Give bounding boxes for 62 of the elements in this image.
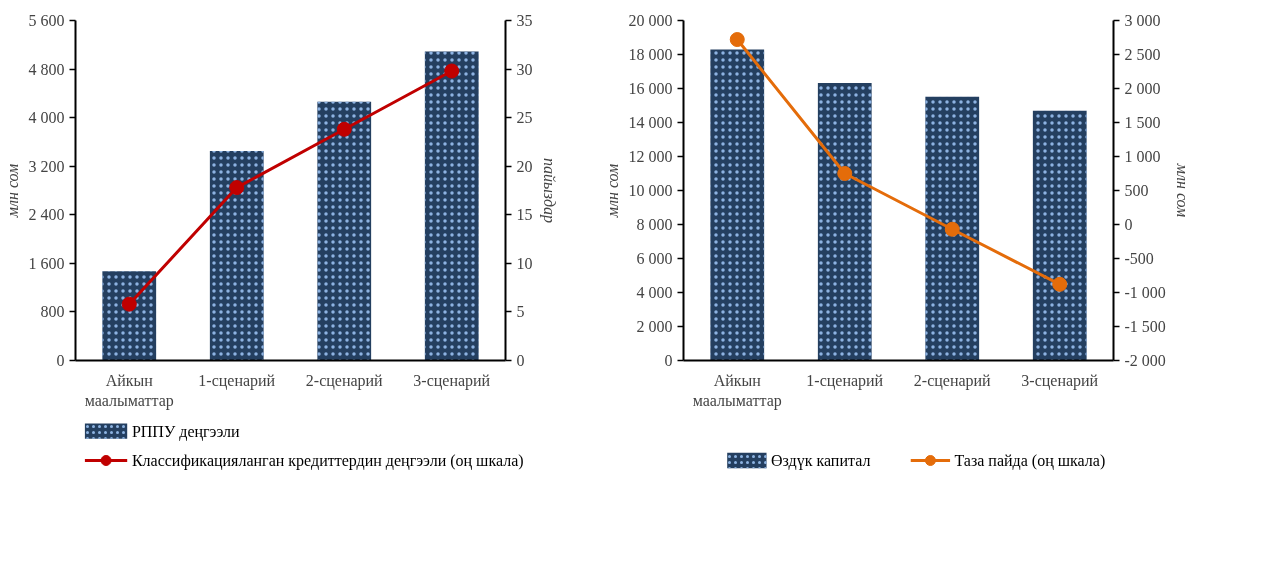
- y-axis-title: млн сом: [3, 163, 21, 219]
- y2-axis-title: млн сом: [1173, 162, 1191, 218]
- y-tick-label: 20 000: [628, 12, 673, 29]
- y2-tick-label: -2 000: [1124, 352, 1166, 369]
- x-tick-label: 3-сценарий: [413, 371, 491, 390]
- x-tick-label: 1-сценарий: [198, 371, 276, 390]
- x-tick-label: 3-сценарий: [1021, 371, 1099, 390]
- y2-tick-label: 35: [516, 12, 533, 29]
- y2-tick-label: 1 000: [1124, 148, 1161, 165]
- y2-axis-title: пайыздар: [539, 158, 558, 223]
- y2-tick-label: 1 500: [1124, 114, 1161, 131]
- point: [837, 166, 853, 181]
- point: [444, 63, 460, 79]
- y-tick-label: 0: [56, 352, 65, 369]
- y-tick-label: 10 000: [628, 182, 673, 199]
- y2-tick-label: 500: [1124, 182, 1149, 199]
- y2-tick-label: 2 000: [1124, 80, 1161, 97]
- legend-label: РППУ деңгээли: [131, 422, 241, 441]
- y-tick-label: 16 000: [628, 80, 673, 97]
- y2-tick-label: 2 500: [1124, 46, 1161, 63]
- point: [121, 296, 137, 312]
- y-tick-label: 18 000: [628, 46, 673, 63]
- y-tick-label: 5 600: [28, 12, 65, 29]
- point: [229, 180, 245, 196]
- y-tick-label: 4 000: [636, 284, 673, 301]
- y-tick-label: 8 000: [636, 216, 673, 233]
- y-tick-label: 12 000: [628, 148, 673, 165]
- y-tick-label: 2 000: [636, 318, 673, 335]
- y-tick-label: 14 000: [628, 114, 673, 131]
- point: [336, 121, 352, 137]
- x-tick-label: 1-сценарий: [806, 371, 884, 390]
- x-tick-label: Айкын маалыматтар: [692, 371, 782, 410]
- y2-tick-label: 0: [1124, 216, 1133, 233]
- y-tick-label: 4 800: [28, 60, 65, 78]
- legend-label: Классификацияланган кредиттердин деңгээли (оң шкала): [131, 452, 524, 470]
- point: [1052, 276, 1068, 292]
- y2-tick-label: 10: [516, 254, 533, 272]
- x-tick-label: 2-сценарий: [913, 371, 992, 390]
- y2-tick-label: 15: [516, 206, 533, 224]
- legend-label: Өздүк капитал: [770, 452, 871, 470]
- y-tick-label: 3 200: [28, 157, 65, 175]
- y-tick-label: 1 600: [28, 254, 65, 272]
- y-tick-label: 6 000: [636, 250, 673, 267]
- x-tick-label: Айкын маалыматтар: [84, 371, 174, 410]
- y2-tick-label: 20: [516, 157, 533, 175]
- y2-tick-label: 30: [516, 60, 533, 78]
- y2-tick-label: 0: [516, 352, 525, 369]
- y2-tick-label: -500: [1124, 250, 1154, 267]
- y2-tick-label: -1 000: [1124, 284, 1166, 301]
- point: [944, 221, 960, 237]
- y-axis-title: млн сом: [603, 163, 621, 219]
- y-tick-label: 0: [664, 352, 673, 369]
- legend-label: Таза пайда (оң шкала): [954, 452, 1106, 470]
- y-tick-label: 4 000: [28, 109, 65, 127]
- y2-tick-label: 3 000: [1124, 12, 1161, 29]
- y2-tick-label: -1 500: [1124, 318, 1166, 335]
- y2-tick-label: 5: [516, 303, 525, 321]
- point: [729, 32, 745, 48]
- y2-tick-label: 25: [516, 109, 533, 127]
- y-tick-label: 2 400: [28, 206, 65, 224]
- y-tick-label: 800: [40, 303, 65, 321]
- x-tick-label: 2-сценарий: [305, 371, 384, 390]
